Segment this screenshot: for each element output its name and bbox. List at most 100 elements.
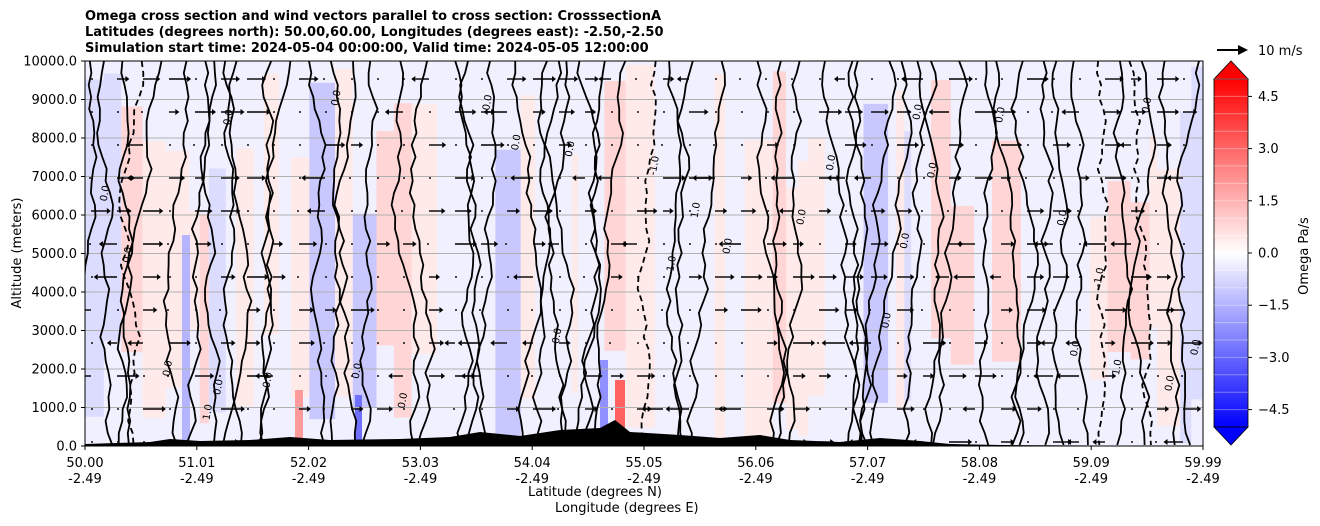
omega-fill-band [1191,66,1203,400]
omega-contour-zero [259,61,292,446]
wind-vector-head [619,373,624,379]
x-tick-label-lon: -2.49 [515,472,549,487]
wind-vector-head [256,340,261,346]
wind-vector-head [522,340,527,346]
x-tick-label-lon: -2.49 [68,472,102,487]
wind-vector-head [1065,274,1070,280]
wind-vector-head [1165,406,1170,412]
omega-contour-zero [222,61,253,446]
wind-vector-head [279,241,284,247]
omega-contour-zero [96,61,114,446]
x-tick-label-lat: 51.01 [178,456,215,471]
wind-vector-head [125,76,130,82]
omega-contour-zero [786,61,804,446]
wind-vector-head [440,340,445,346]
wind-vector-head [281,274,286,280]
omega-contour-zero [116,61,134,446]
contour-label: 0.0 [1056,209,1070,227]
wind-vector-head [832,274,837,280]
wind-vector-head [827,373,832,379]
wind-vector-head [1120,142,1124,148]
y-tick-label: 6000.0 [32,209,78,224]
y-tick-label: 10000.0 [23,55,77,70]
grid-lines [85,61,1203,446]
wind-vector-head [473,241,478,247]
wind-vector-head [341,142,346,148]
wind-vector-head [960,142,964,148]
contour-label: 1.0 [665,255,679,273]
contour-label: 0.0 [721,237,735,255]
contour-label: 0.0 [1164,375,1178,393]
omega-fill-band [85,79,104,417]
wind-vector-head [989,274,994,280]
wind-vector-head [127,175,132,181]
x-tick-label-lon: -2.49 [1186,472,1220,487]
y-tick-label: 0.0 [56,440,77,455]
y-tick-label: 1000.0 [32,401,78,416]
omega-fill-core [295,390,303,446]
wind-vector-head [698,274,703,280]
omega-fill-band [625,64,655,428]
wind-vector-head [240,109,245,115]
omega-fill-band [808,137,825,397]
wind-vector-head [1141,208,1146,214]
omega-fill-band [1149,135,1157,328]
omega-contour-zero [847,61,873,446]
wind-vector-head [704,109,709,115]
wind-vector-head [1197,406,1202,412]
wind-vector-head [935,274,940,280]
wind-vector-head [547,241,552,247]
wind-vector-head [571,109,575,115]
wind-vector-head [881,208,886,214]
omega-contour-negative [636,61,657,446]
wind-vector-head [681,175,686,181]
omega-contour-zero [308,61,327,446]
contour-label: 0.0 [212,378,226,396]
chart-title-line-3: Simulation start time: 2024-05-04 00:00:… [85,41,649,56]
wind-vector-head [957,241,961,247]
contour-label: 0.0 [795,208,809,226]
wind-vector-head [1007,175,1012,181]
y-tick-label: 7000.0 [32,170,78,185]
omega-fill-band [376,131,394,346]
wind-vector-head [718,241,723,247]
wind-vector-head [1092,439,1097,445]
omega-fill-band [199,213,209,424]
wind-vector-head [444,340,449,346]
contour-label: 0.0 [899,232,913,250]
omega-contour-negative [1128,61,1153,446]
wind-vector-head [748,175,753,181]
wind-vector-head [261,175,266,181]
x-axis: 50.00-2.4951.01-2.4952.02-2.4953.03-2.49… [66,446,1222,487]
contour-label: 0.0 [330,89,344,107]
wind-vector-head [811,340,816,346]
chart-title-line-1: Omega cross section and wind vectors par… [85,9,662,24]
wind-vector-head [127,340,132,346]
wind-vector-head [1122,307,1127,313]
contour-label: 1.0 [690,201,704,219]
wind-vector-head [653,208,658,214]
wind-vector-head [984,340,988,346]
wind-vector-head [156,76,161,82]
wind-vector-head [159,241,164,247]
wind-vector-head [859,274,864,280]
wind-vector-head [1040,340,1045,346]
wind-vector-head [552,76,556,82]
wind-vector-head [1037,406,1042,412]
wind-vector-head [827,208,832,214]
x-tick-label-lon: -2.49 [851,472,885,487]
omega-fill-band [572,154,579,393]
omega-fill-band [393,103,412,418]
colorbar-ticks: 4.5 3.0 1.5 0.0 −1.5 −3.0 −4.5 [1214,78,1290,418]
wind-vector-head [472,109,477,115]
wind-vector-head [384,109,389,115]
wind-vector-head [1012,406,1017,412]
omega-contour-zero [458,61,487,446]
wind-vector-head [370,307,375,313]
omega-contour-zero [537,61,566,446]
wind-vector-head [231,274,236,280]
wind-vector-head [513,274,518,280]
omega-contour-zero [454,61,476,446]
wind-vector-head [1083,241,1088,247]
contour-label: 0.0 [99,185,113,203]
